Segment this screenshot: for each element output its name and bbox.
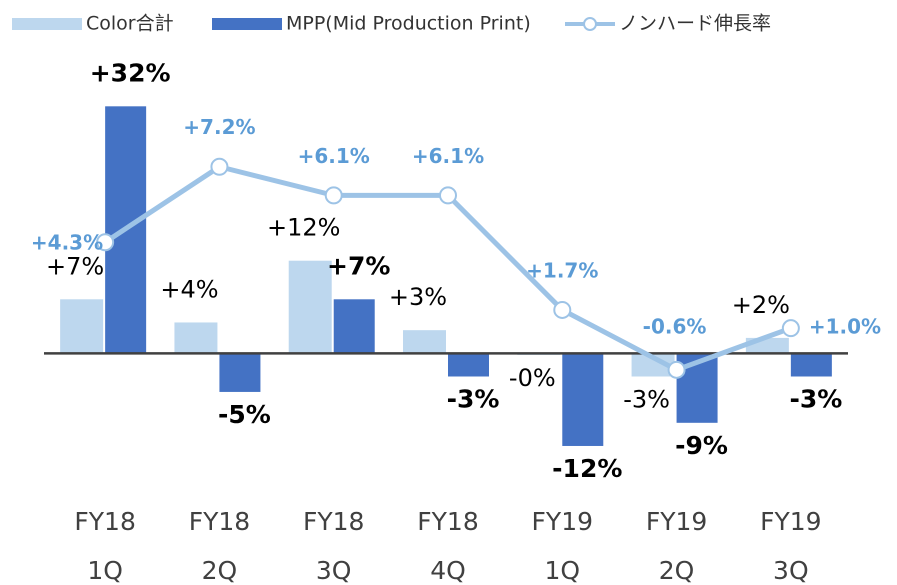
line-marker <box>96 233 115 252</box>
x-tick-label: FY19 <box>646 507 707 536</box>
x-tick-label: FY18 <box>417 507 478 536</box>
x-tick-label: 3Q <box>773 556 809 585</box>
line-label: +6.1% <box>298 144 370 168</box>
bar <box>562 353 604 446</box>
x-tick-label: 1Q <box>87 556 123 585</box>
data-label: +12% <box>267 214 340 242</box>
x-tick-label: 2Q <box>659 556 695 585</box>
line-label: -0.6% <box>643 314 707 338</box>
legend-label: MPP(Mid Production Print) <box>286 13 531 35</box>
line-label: +1.7% <box>526 258 598 282</box>
data-label: +4% <box>160 275 218 303</box>
line-label: +4.3% <box>31 231 103 255</box>
data-label: +2% <box>732 291 790 319</box>
bar <box>288 260 332 354</box>
legend-label: Color合計 <box>86 13 174 35</box>
x-tick-label: FY19 <box>760 507 821 536</box>
bar <box>403 330 446 354</box>
bar <box>60 299 104 354</box>
x-tick-label: 2Q <box>202 556 238 585</box>
data-label: -3% <box>623 385 670 413</box>
line-label: +6.1% <box>412 144 484 168</box>
bar <box>333 299 375 354</box>
line-marker <box>553 300 572 319</box>
bar <box>790 353 832 377</box>
legend-swatch <box>212 18 282 30</box>
line-marker <box>667 360 686 379</box>
data-label: -3% <box>789 384 842 413</box>
data-label: +3% <box>389 283 447 311</box>
data-label: +32% <box>90 58 171 87</box>
data-label: -3% <box>447 384 500 413</box>
bar <box>219 353 261 392</box>
line-marker <box>439 186 457 205</box>
line-label: +1.0% <box>809 315 881 339</box>
bar <box>448 353 489 377</box>
x-tick-label: FY19 <box>532 507 593 536</box>
x-tick-label: FY18 <box>189 507 250 536</box>
bar <box>174 322 218 354</box>
line-marker <box>324 186 343 205</box>
x-tick-label: FY18 <box>303 507 364 536</box>
data-label: +7% <box>46 252 104 280</box>
data-label: -9% <box>675 431 728 460</box>
legend-marker <box>583 17 597 31</box>
bar <box>631 353 675 377</box>
line-marker <box>210 157 229 176</box>
x-tick-label: 1Q <box>544 556 580 585</box>
legend-swatch <box>12 18 82 30</box>
data-label: -5% <box>218 400 271 429</box>
x-tick-label: 4Q <box>430 556 466 585</box>
data-label: -12% <box>552 454 622 483</box>
data-label: -0% <box>509 364 556 392</box>
x-tick-label: 3Q <box>316 556 352 585</box>
line-label: +7.2% <box>183 115 255 139</box>
data-label: +7% <box>327 251 390 280</box>
line-marker <box>781 319 800 338</box>
x-tick-label: FY18 <box>74 507 135 536</box>
legend-label: ノンハード伸長率 <box>619 13 771 35</box>
